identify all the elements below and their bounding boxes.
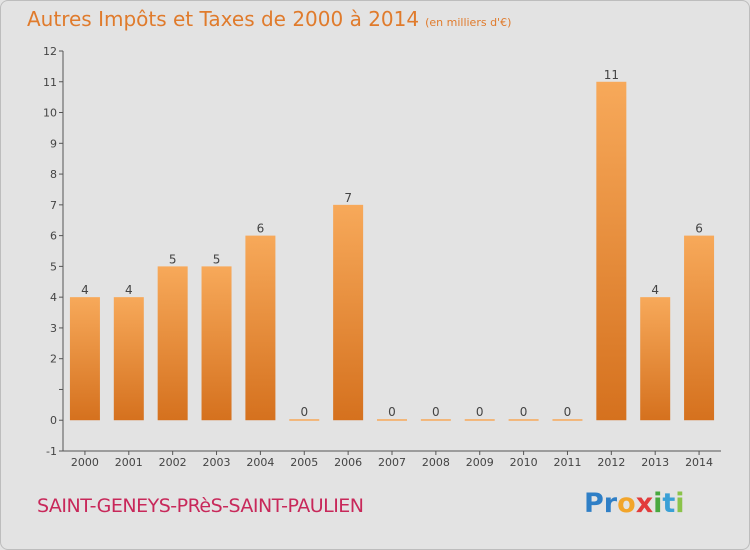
logo-letter: i <box>675 488 685 519</box>
bar-value-label: 6 <box>695 222 703 236</box>
x-tick-label: 2010 <box>510 456 538 469</box>
bar <box>684 235 715 421</box>
x-tick-label: 2013 <box>641 456 669 469</box>
bar-value-label: 5 <box>169 252 177 266</box>
proxiti-logo: Proxiti <box>584 488 685 519</box>
bar-value-label: 0 <box>300 405 308 419</box>
logo-letter: t <box>662 488 676 519</box>
x-tick-label: 2004 <box>246 456 274 469</box>
bar-value-label: 5 <box>213 252 221 266</box>
x-tick-label: 2008 <box>422 456 450 469</box>
x-tick-label: 2011 <box>553 456 581 469</box>
bar <box>157 266 188 421</box>
y-tick-label: 10 <box>43 107 57 120</box>
logo-letter: P <box>584 488 604 519</box>
chart-title-main: Autres Impôts et Taxes de 2000 à 2014 <box>27 7 420 31</box>
bar <box>464 419 495 421</box>
x-tick-label: 2002 <box>159 456 187 469</box>
x-tick-label: 2003 <box>203 456 231 469</box>
x-tick-label: 2001 <box>115 456 143 469</box>
chart-title-unit: (en milliers d'€) <box>425 16 512 29</box>
bar <box>201 266 232 421</box>
chart-bars <box>69 81 715 421</box>
bar-value-label: 4 <box>81 283 89 297</box>
bar-value-label: 4 <box>125 283 133 297</box>
logo-letter: x <box>635 488 654 519</box>
y-tick-label: 3 <box>50 322 57 335</box>
bar-value-label: 0 <box>564 405 572 419</box>
y-tick-label: 4 <box>50 291 57 304</box>
bar-value-label: 7 <box>344 191 352 205</box>
bar <box>508 419 539 421</box>
bar-value-label: 0 <box>476 405 484 419</box>
bar <box>113 297 144 421</box>
y-tick-label: 5 <box>50 260 57 273</box>
bar <box>289 419 320 421</box>
x-tick-label: 2014 <box>685 456 713 469</box>
logo-letter: o <box>617 488 636 519</box>
x-tick-label: 2006 <box>334 456 362 469</box>
bar <box>420 419 451 421</box>
bar-value-label: 0 <box>388 405 396 419</box>
bar <box>552 419 583 421</box>
logo-letter: r <box>603 488 618 519</box>
bar <box>69 297 100 421</box>
chart-title: Autres Impôts et Taxes de 2000 à 2014 (en… <box>27 7 511 31</box>
x-tick-label: 2007 <box>378 456 406 469</box>
bar-value-label: 4 <box>651 283 659 297</box>
bar <box>333 204 364 421</box>
x-tick-label: 2005 <box>290 456 318 469</box>
x-tick-label: 2012 <box>597 456 625 469</box>
x-tick-label: 2009 <box>466 456 494 469</box>
bar-value-label: 6 <box>257 222 265 236</box>
y-tick-label: 0 <box>50 414 57 427</box>
y-tick-label: 6 <box>50 230 57 243</box>
y-tick-label: 9 <box>50 137 57 150</box>
y-tick-label: 7 <box>50 199 57 212</box>
y-tick-label: -1 <box>46 445 57 458</box>
bar <box>596 81 627 421</box>
bar <box>377 419 407 421</box>
bar <box>640 297 671 421</box>
logo-letter: i <box>653 488 663 519</box>
chart-labels: 4 4 5 5 6 0 7 0 0 0 0 0 11 4 6 <box>81 68 703 419</box>
bar-value-label: 0 <box>432 405 440 419</box>
y-tick-label: 11 <box>43 76 57 89</box>
y-tick-label: 2 <box>50 353 57 366</box>
bar <box>245 235 276 421</box>
y-tick-label: 8 <box>50 168 57 181</box>
commune-name: SAINT-GENEYS-PRèS-SAINT-PAULIEN <box>37 495 364 517</box>
chart-axes: -1 0 2 3 4 5 6 7 8 9 10 11 12 2000 2001 2002 2003 2004 200… <box>43 45 721 469</box>
x-tick-label: 2000 <box>71 456 99 469</box>
y-tick-label: 12 <box>43 45 57 58</box>
bar-value-label: 11 <box>604 68 619 82</box>
bar-value-label: 0 <box>520 405 528 419</box>
